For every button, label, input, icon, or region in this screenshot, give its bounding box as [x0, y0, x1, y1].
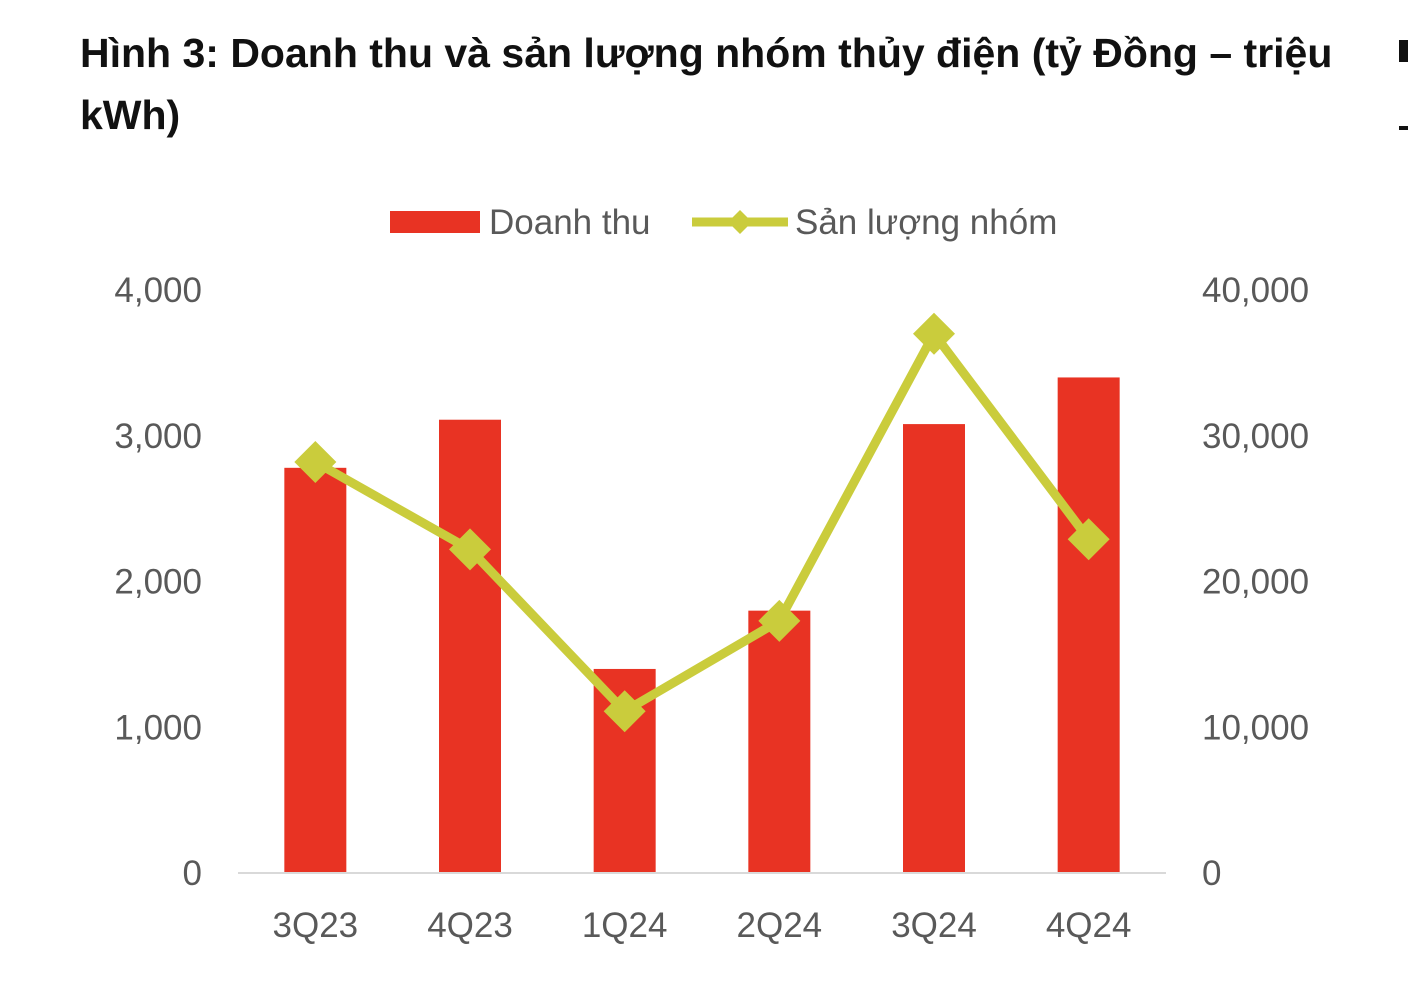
x-tick-label-3q23: 3Q23: [273, 906, 359, 945]
left-y-axis: 0 1,000 2,000 3,000 4,000: [114, 271, 202, 893]
line-marker-4q24: [1067, 518, 1110, 561]
cropped-text-fragment-top: [1399, 40, 1408, 62]
line-series-san-luong-nhom: [294, 312, 1110, 733]
legend-marker-san-luong-nhom: [728, 210, 752, 234]
x-axis-labels: 3Q23 4Q23 1Q24 2Q24 3Q24 4Q24: [273, 906, 1132, 945]
x-tick-label-4q23: 4Q23: [427, 906, 513, 945]
right-y-tick-label: 20,000: [1202, 563, 1309, 602]
legend-label-san-luong-nhom: Sản lượng nhóm: [795, 203, 1057, 242]
left-y-tick-label: 0: [183, 854, 202, 893]
x-tick-label-3q24: 3Q24: [891, 906, 977, 945]
left-y-tick-label: 3,000: [114, 417, 202, 456]
line-marker-4q23: [449, 528, 491, 571]
right-y-tick-label: 40,000: [1202, 271, 1309, 310]
line-marker-1q24: [603, 690, 646, 733]
right-y-axis: 0 10,000 20,000 30,000 40,000: [1202, 271, 1309, 893]
left-y-tick-label: 2,000: [114, 563, 202, 602]
chart-title: Hình 3: Doanh thu và sản lượng nhóm thủy…: [80, 30, 1333, 138]
line-marker-3q24: [913, 312, 955, 355]
series-line: [313, 325, 1093, 717]
bar-2q24: [748, 610, 811, 873]
right-y-tick-label: 30,000: [1202, 417, 1309, 456]
right-y-tick-label: 10,000: [1202, 708, 1309, 747]
legend-swatch-doanh-thu: [390, 211, 480, 233]
x-tick-label-1q24: 1Q24: [582, 906, 668, 945]
left-y-tick-label: 4,000: [114, 271, 202, 310]
bar-3q23: [284, 467, 347, 873]
line-marker-2q24: [758, 599, 801, 642]
line-marker-3q23: [294, 440, 337, 483]
cropped-text-fragment-bottom: [1399, 126, 1408, 130]
left-y-tick-label: 1,000: [114, 708, 202, 747]
bar-4q23: [439, 419, 501, 873]
bar-series-doanh-thu: [284, 377, 1120, 873]
bar-3q24: [903, 424, 965, 873]
x-tick-label-2q24: 2Q24: [737, 906, 823, 945]
bar-4q24: [1057, 377, 1120, 873]
legend: Doanh thu Sản lượng nhóm: [390, 203, 1057, 242]
x-tick-label-4q24: 4Q24: [1046, 906, 1132, 945]
legend-label-doanh-thu: Doanh thu: [489, 203, 651, 242]
right-y-tick-label: 0: [1202, 854, 1221, 893]
